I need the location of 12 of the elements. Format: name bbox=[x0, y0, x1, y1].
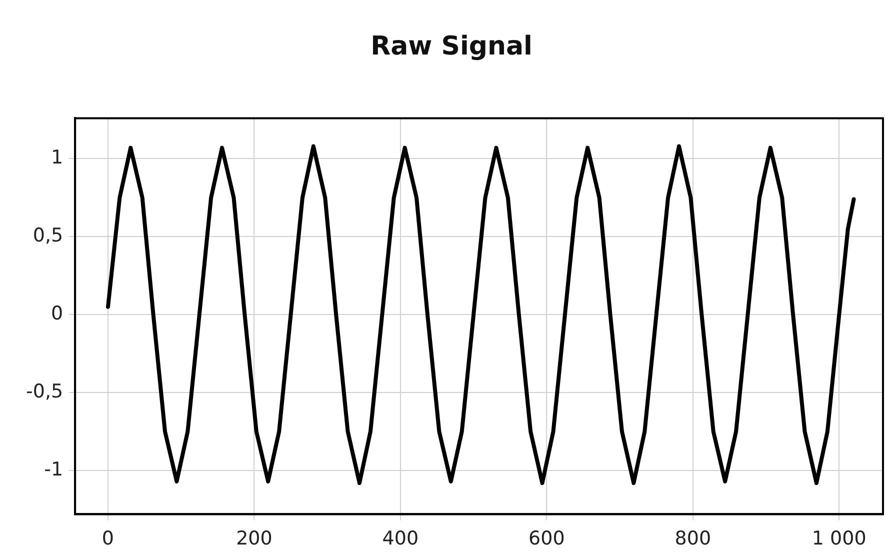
x-tick-label: 400 bbox=[382, 528, 419, 550]
x-tick-label: 600 bbox=[528, 528, 565, 550]
x-tick-label: 800 bbox=[674, 528, 712, 550]
y-tick-label: -1 bbox=[44, 458, 64, 480]
x-tick-label: 1 000 bbox=[812, 528, 866, 550]
y-tick-label: 0,5 bbox=[32, 224, 64, 247]
y-tick-label: 0 bbox=[50, 302, 64, 325]
x-tick-label: 0 bbox=[102, 528, 114, 550]
chart-title: Raw Signal bbox=[370, 31, 532, 62]
x-tick-label: 200 bbox=[236, 528, 272, 550]
y-tick-label: 1 bbox=[50, 146, 64, 169]
y-tick-label: -0,5 bbox=[26, 380, 64, 403]
